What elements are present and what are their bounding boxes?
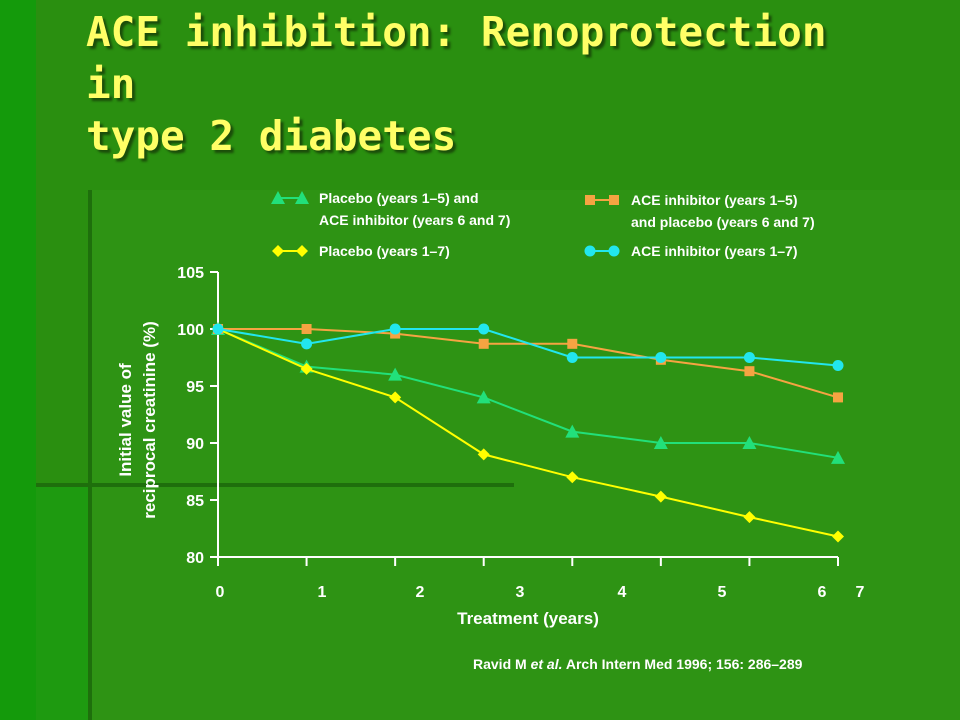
title-line: type 2 diabetes (86, 112, 457, 160)
y-tick-label: 100 (177, 322, 204, 339)
data-point (831, 450, 845, 464)
data-point (743, 352, 755, 363)
data-point (388, 367, 403, 381)
x-tick-label: 7 (856, 584, 865, 601)
background-divider (36, 483, 514, 487)
data-point (742, 436, 757, 449)
x-tick-label: 0 (216, 584, 225, 601)
legend-marker (609, 195, 619, 205)
slide-title: ACE inhibition: Renoprotection in type 2… (86, 6, 946, 162)
data-point (212, 323, 224, 335)
y-tick-label: 85 (186, 493, 204, 510)
series-line (217, 328, 839, 538)
chart-panel-edge (88, 190, 92, 720)
chart-panel (88, 190, 960, 720)
legend-marker (585, 195, 595, 205)
data-point (478, 323, 490, 335)
data-point (654, 490, 667, 503)
citation-etal: et al. (530, 656, 563, 672)
y-tick-label: 105 (177, 265, 204, 282)
data-point (476, 390, 491, 404)
citation: Ravid M et al. Arch Intern Med 1996; 156… (473, 656, 802, 672)
data-point (389, 391, 402, 404)
data-point (567, 338, 578, 349)
legend-label: Placebo (years 1–5) and (319, 190, 479, 206)
y-axis-title: Initial value of (116, 363, 135, 477)
data-point (566, 471, 579, 484)
data-point (653, 436, 668, 449)
data-point (301, 338, 313, 350)
data-point (566, 352, 578, 363)
data-point (832, 359, 844, 371)
x-tick-label: 3 (516, 584, 525, 601)
x-tick-label: 6 (818, 584, 827, 601)
data-point (478, 338, 489, 349)
series-line (218, 328, 839, 399)
x-tick-label: 1 (318, 584, 327, 601)
x-tick-label: 4 (618, 584, 627, 601)
legend-marker (272, 245, 284, 257)
title-line: ACE inhibition: Renoprotection (86, 8, 827, 56)
data-point (477, 448, 490, 461)
legend-marker (295, 191, 309, 204)
legend-marker (271, 191, 285, 204)
data-point (833, 392, 843, 403)
data-point (832, 530, 844, 543)
data-point (744, 366, 755, 377)
legend-label: ACE inhibitor (years 1–7) (631, 243, 798, 259)
legend-label: and placebo (years 6 and 7) (631, 214, 815, 230)
x-tick-label: 2 (416, 584, 425, 601)
series-line (217, 328, 839, 459)
background-stripe-left (0, 0, 36, 720)
data-point (389, 323, 401, 335)
citation-authors: Ravid M (473, 656, 531, 672)
citation-source: Arch Intern Med 1996; 156: 286–289 (562, 656, 803, 672)
legend-label: Placebo (years 1–7) (319, 243, 450, 259)
legend-label: ACE inhibitor (years 6 and 7) (319, 212, 510, 228)
x-tick-label: 5 (718, 584, 727, 601)
x-axis-title: Treatment (years) (457, 609, 599, 628)
data-point (565, 424, 580, 438)
data-point (300, 362, 313, 375)
title-line: in (86, 60, 136, 108)
legend-marker (608, 245, 620, 257)
legend-marker (296, 245, 308, 257)
y-axis-title: reciprocal creatinine (%) (140, 321, 159, 518)
background-stripe-lower (36, 485, 88, 720)
series-line (217, 328, 839, 367)
y-tick-label: 95 (186, 379, 204, 396)
y-tick-label: 90 (186, 436, 204, 453)
y-tick-label: 80 (186, 550, 204, 567)
data-point (301, 324, 312, 334)
legend-label: ACE inhibitor (years 1–5) (631, 192, 798, 208)
legend-marker (584, 245, 596, 257)
data-point (743, 511, 756, 524)
data-point (655, 352, 667, 363)
